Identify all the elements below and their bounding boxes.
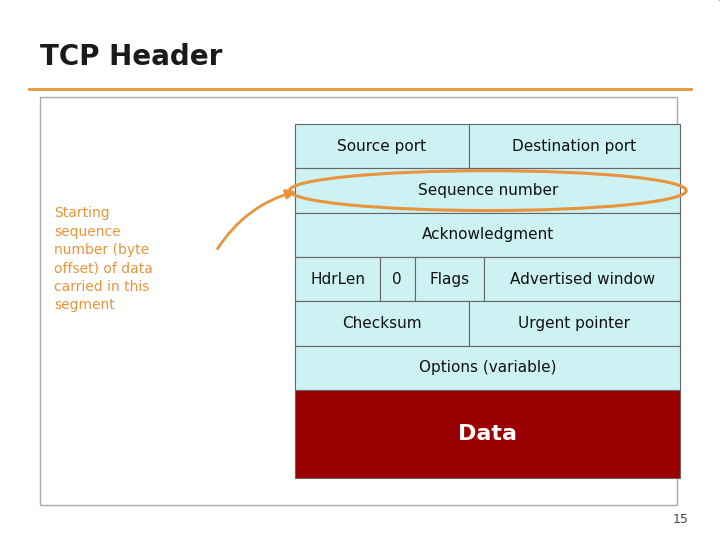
FancyBboxPatch shape (40, 97, 677, 505)
Text: 15: 15 (672, 513, 688, 526)
Bar (484, 257, 680, 301)
Bar (295, 213, 680, 257)
Bar (295, 390, 680, 478)
Text: Source port: Source port (337, 139, 426, 154)
Text: Data: Data (459, 424, 517, 444)
Text: 0: 0 (392, 272, 402, 287)
Bar (469, 301, 680, 346)
Text: TCP Header: TCP Header (40, 43, 222, 71)
Text: Checksum: Checksum (342, 316, 422, 331)
Text: Advertised window: Advertised window (510, 272, 654, 287)
Bar (415, 257, 484, 301)
FancyArrowPatch shape (217, 191, 293, 249)
Text: HdrLen: HdrLen (310, 272, 365, 287)
Bar (469, 124, 680, 168)
Text: Urgent pointer: Urgent pointer (518, 316, 631, 331)
Bar (295, 168, 680, 213)
Text: Starting
sequence
number (byte
offset) of data
carried in this
segment: Starting sequence number (byte offset) o… (54, 206, 153, 312)
Bar (295, 301, 469, 346)
Text: Destination port: Destination port (513, 139, 636, 154)
Bar (295, 257, 380, 301)
Text: Sequence number: Sequence number (418, 183, 558, 198)
Text: Acknowledgment: Acknowledgment (422, 227, 554, 242)
Text: Flags: Flags (429, 272, 469, 287)
Bar (380, 257, 415, 301)
Text: Options (variable): Options (variable) (419, 360, 557, 375)
Bar (295, 124, 469, 168)
Bar (295, 346, 680, 390)
